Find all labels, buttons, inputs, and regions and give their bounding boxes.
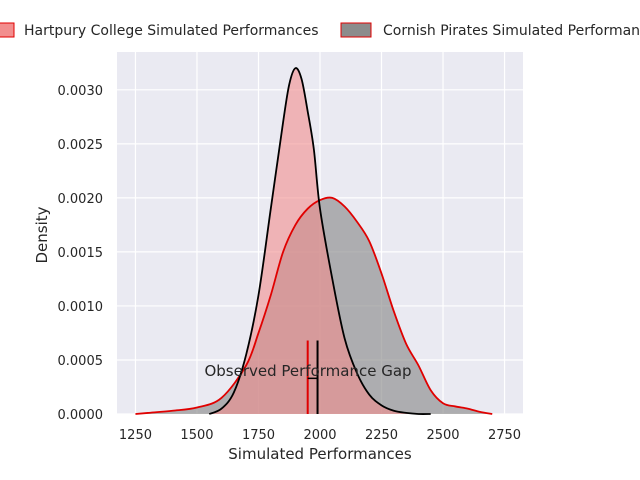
y-tick-label: 0.0030 <box>58 84 104 99</box>
x-tick-label: 1750 <box>242 428 275 443</box>
y-tick-labels: 0.0000 0.0005 0.0010 0.0015 0.0020 0.0025 0.00… <box>58 84 104 423</box>
x-tick-label: 1250 <box>119 428 152 443</box>
legend-swatch-hartpury <box>0 22 15 38</box>
y-tick-label: 0.0000 <box>58 408 104 423</box>
density-fill-hartpury <box>209 68 431 415</box>
legend: Hartpury College Simulated Performances … <box>0 22 640 39</box>
density-line-hartpury <box>208 67 431 415</box>
legend-swatch-cornish <box>340 22 372 38</box>
density-line-cornish <box>135 196 493 415</box>
y-tick-label: 0.0015 <box>58 246 104 261</box>
x-tick-label: 2000 <box>303 428 336 443</box>
legend-label-cornish: Cornish Pirates Simulated Performances <box>383 23 640 39</box>
y-tick-label: 0.0005 <box>58 354 104 369</box>
y-tick-label: 0.0025 <box>58 138 104 153</box>
density-areas <box>135 67 493 415</box>
annotation-label: Observed Performance Gap <box>204 362 411 380</box>
x-tick-label: 2500 <box>426 428 459 443</box>
x-tick-label: 1500 <box>180 428 213 443</box>
x-tick-label: 2750 <box>488 428 521 443</box>
y-tick-label: 0.0010 <box>58 300 104 315</box>
y-tick-label: 0.0020 <box>58 192 104 207</box>
y-axis-label: Density <box>33 206 51 263</box>
legend-label-hartpury: Hartpury College Simulated Performances <box>24 23 319 39</box>
observed-markers <box>306 340 319 414</box>
x-tick-label: 2250 <box>365 428 398 443</box>
x-tick-labels: 1250 1500 1750 2000 2250 2500 2750 <box>119 428 521 443</box>
x-axis-label: Simulated Performances <box>228 445 412 463</box>
